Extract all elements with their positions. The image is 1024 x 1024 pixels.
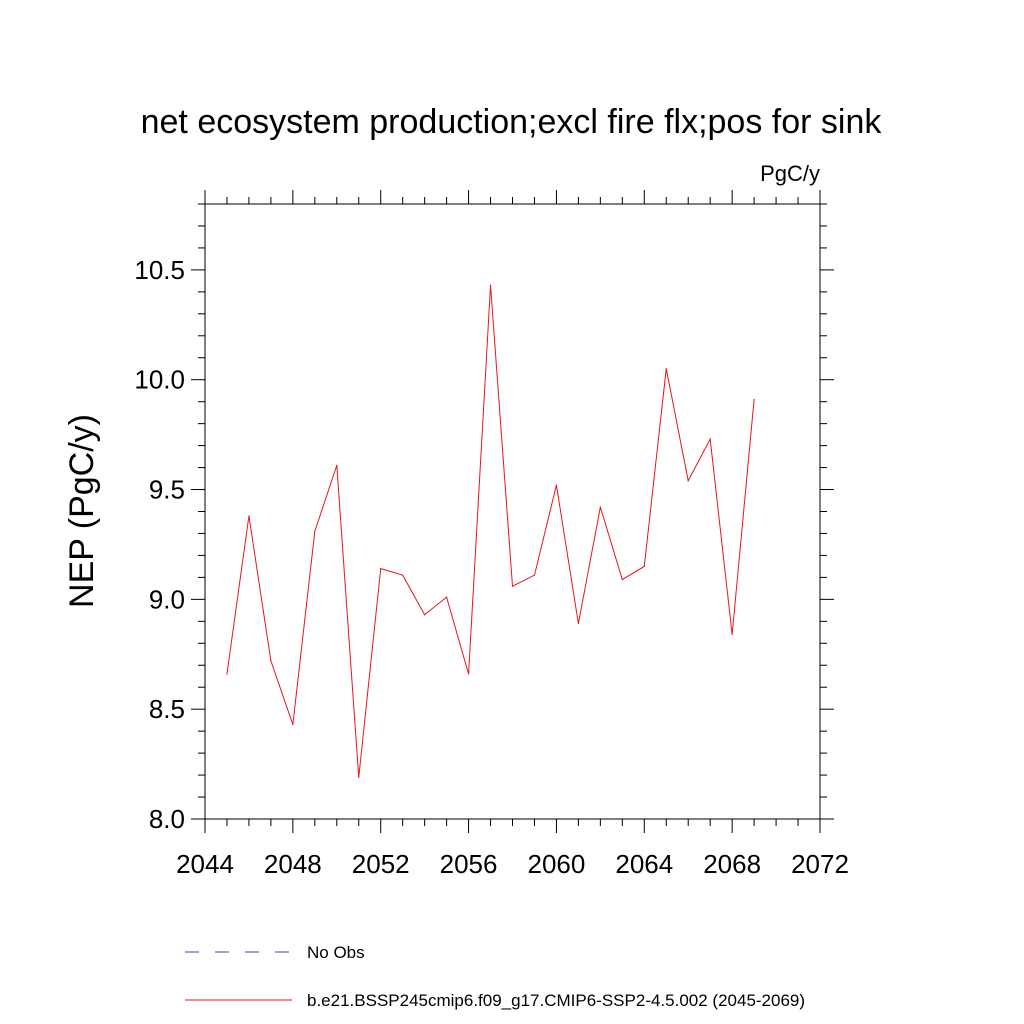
data-point bbox=[248, 515, 250, 517]
data-point bbox=[731, 633, 733, 636]
y-tick-label: 10.0 bbox=[134, 365, 185, 395]
data-point bbox=[643, 565, 645, 568]
data-point bbox=[753, 398, 755, 401]
x-tick-labels: 2044 2048 2052 2056 2060 2064 2068 2072 bbox=[176, 849, 849, 879]
y-tick-labels: 8.0 8.5 9.0 9.5 10.0 10.5 bbox=[134, 255, 185, 834]
chart-title: net ecosystem production;excl fire flx;p… bbox=[141, 103, 883, 141]
series-lines bbox=[226, 284, 755, 778]
data-point bbox=[270, 660, 272, 662]
x-tick-label: 2064 bbox=[615, 849, 673, 879]
data-point bbox=[292, 723, 294, 726]
data-point bbox=[511, 585, 514, 587]
y-tick-label: 8.0 bbox=[149, 804, 185, 834]
x-tick-label: 2044 bbox=[176, 849, 234, 879]
data-point bbox=[467, 673, 470, 675]
data-point bbox=[577, 622, 579, 625]
plot-frame bbox=[204, 203, 821, 820]
data-point bbox=[380, 568, 382, 570]
y-tick-label: 10.5 bbox=[134, 255, 185, 285]
y-tick-label: 8.5 bbox=[149, 694, 185, 724]
data-point bbox=[687, 480, 689, 482]
x-tick-label: 2052 bbox=[352, 849, 410, 879]
data-point bbox=[709, 438, 711, 440]
y-tick-label: 9.0 bbox=[149, 584, 185, 614]
data-point bbox=[402, 574, 404, 576]
data-point bbox=[489, 284, 492, 286]
data-point bbox=[621, 578, 623, 581]
data-point bbox=[314, 530, 316, 532]
axis-ticks bbox=[191, 190, 834, 833]
series-line bbox=[226, 285, 755, 778]
units-label: PgC/y bbox=[760, 161, 820, 186]
y-axis-label: NEP (PgC/y) bbox=[63, 414, 101, 608]
legend-label-no-obs: No Obs bbox=[307, 943, 365, 962]
data-point bbox=[446, 596, 448, 598]
data-point bbox=[665, 368, 667, 370]
legend-label-model-run: b.e21.BSSP245cmip6.f09_g17.CMIP6-SSP2-4.… bbox=[307, 991, 805, 1010]
data-point bbox=[533, 574, 536, 576]
legend: No Obs b.e21.BSSP245cmip6.f09_g17.CMIP6-… bbox=[185, 943, 805, 1010]
data-point bbox=[336, 464, 338, 466]
data-point bbox=[358, 776, 360, 778]
x-tick-label: 2056 bbox=[440, 849, 498, 879]
x-tick-label: 2068 bbox=[703, 849, 761, 879]
data-point bbox=[599, 506, 601, 508]
data-point bbox=[555, 484, 558, 486]
data-point bbox=[226, 673, 228, 675]
x-tick-label: 2072 bbox=[791, 849, 849, 879]
x-tick-label: 2048 bbox=[264, 849, 322, 879]
y-tick-label: 9.5 bbox=[149, 475, 185, 505]
data-point bbox=[424, 614, 426, 616]
x-tick-label: 2060 bbox=[528, 849, 586, 879]
